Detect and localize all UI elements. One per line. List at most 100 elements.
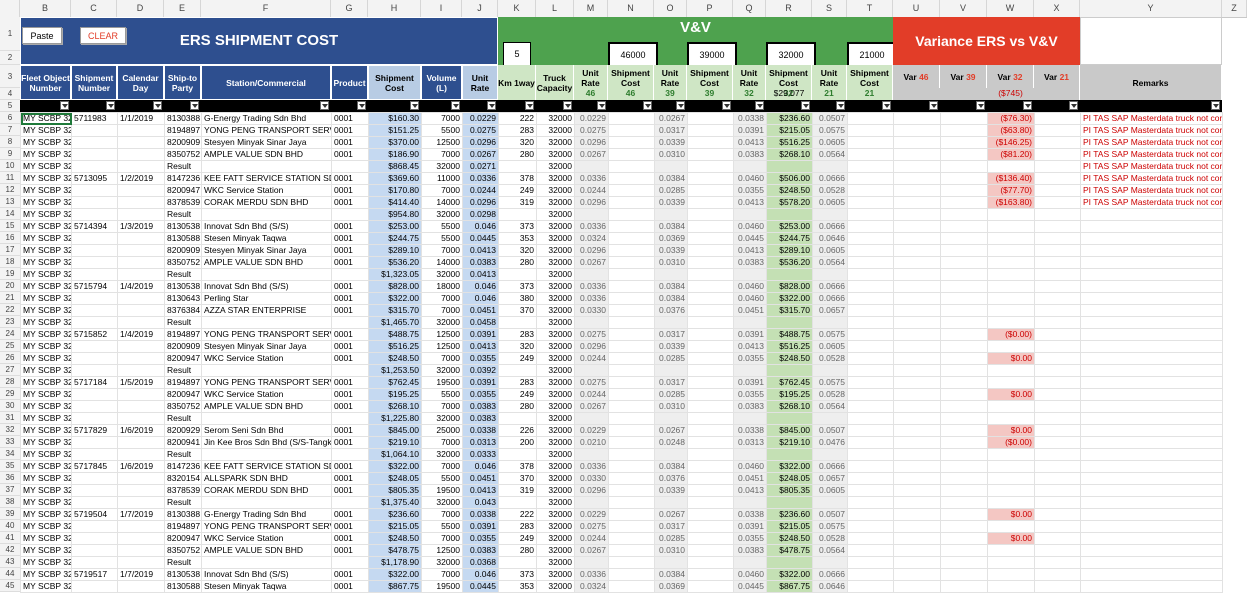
cell-empty[interactable] xyxy=(1034,460,1081,473)
column-header-e[interactable]: E xyxy=(164,0,201,17)
cell-u[interactable]: 0.0458 xyxy=(462,316,499,329)
cell-v[interactable]: 7000 xyxy=(421,352,463,365)
column-header-t[interactable]: T xyxy=(847,0,893,17)
cell-t[interactable]: 32000 xyxy=(536,520,575,533)
cell-pr[interactable]: 0001 xyxy=(331,148,369,161)
cell-d[interactable] xyxy=(117,580,165,593)
cell-q[interactable]: 0.0460 xyxy=(733,568,767,581)
cell-c[interactable]: $1,253.50 xyxy=(368,364,422,377)
cell-m[interactable]: 0.0275 xyxy=(574,520,609,533)
cell-u[interactable]: 0.0271 xyxy=(462,160,499,173)
cell-q[interactable]: 0.0460 xyxy=(733,460,767,473)
cell-ss[interactable] xyxy=(812,268,848,281)
cell-empty[interactable] xyxy=(608,136,655,149)
cell-u[interactable]: 0.0275 xyxy=(462,124,499,137)
cell-w[interactable] xyxy=(987,292,1035,305)
cell-st[interactable]: Jin Kee Bros Sdn Bhd (S/S-Tangkak xyxy=(201,436,332,449)
cell-empty[interactable] xyxy=(893,532,941,545)
cell-k[interactable] xyxy=(498,496,537,509)
cell-empty[interactable] xyxy=(940,148,988,161)
cell-ss[interactable]: 0.0657 xyxy=(812,304,848,317)
cell-empty[interactable] xyxy=(893,160,941,173)
cell-k[interactable] xyxy=(498,268,537,281)
cell-u[interactable]: 0.0413 xyxy=(462,244,499,257)
cell-pr[interactable]: 0001 xyxy=(331,256,369,269)
cell-k[interactable]: 249 xyxy=(498,352,537,365)
cell-d[interactable] xyxy=(117,148,165,161)
cell-s[interactable] xyxy=(71,148,118,161)
cell-p[interactable]: Result xyxy=(164,496,202,509)
cell-empty[interactable] xyxy=(687,484,734,497)
cell-y[interactable] xyxy=(1080,400,1223,413)
cell-st[interactable]: AMPLE VALUE SDN BHD xyxy=(201,400,332,413)
cell-pr[interactable] xyxy=(331,496,369,509)
cell-st[interactable] xyxy=(201,208,332,221)
cell-empty[interactable] xyxy=(940,304,988,317)
cell-w[interactable]: ($0.00) xyxy=(987,328,1035,341)
cell-o[interactable] xyxy=(654,316,688,329)
cell-rr[interactable]: $578.20 xyxy=(766,196,813,209)
cell-empty[interactable] xyxy=(687,400,734,413)
cell-o[interactable]: 0.0339 xyxy=(654,484,688,497)
cell-q[interactable] xyxy=(733,316,767,329)
cell-t[interactable]: 32000 xyxy=(536,316,575,329)
cell-empty[interactable] xyxy=(940,208,988,221)
cell-u[interactable]: 0.0391 xyxy=(462,376,499,389)
cell-empty[interactable] xyxy=(847,364,894,377)
cell-o[interactable]: 0.0310 xyxy=(654,400,688,413)
cell-empty[interactable] xyxy=(940,256,988,269)
cell-f[interactable]: MY SCBP 32 xyxy=(20,496,72,509)
cell-empty[interactable] xyxy=(608,520,655,533)
cell-k[interactable]: 283 xyxy=(498,376,537,389)
cell-pr[interactable] xyxy=(331,364,369,377)
cell-ss[interactable]: 0.0666 xyxy=(812,460,848,473)
cell-empty[interactable] xyxy=(1034,568,1081,581)
cell-u[interactable]: 0.043 xyxy=(462,496,499,509)
cell-o[interactable]: 0.0384 xyxy=(654,280,688,293)
cell-f[interactable]: MY SCBP 32 xyxy=(20,472,72,485)
cell-pr[interactable]: 0001 xyxy=(331,580,369,593)
cell-k[interactable]: 283 xyxy=(498,328,537,341)
cell-empty[interactable] xyxy=(687,328,734,341)
cell-m[interactable]: 0.0336 xyxy=(574,568,609,581)
cell-q[interactable]: 0.0460 xyxy=(733,172,767,185)
cell-p[interactable]: 8200909 xyxy=(164,136,202,149)
cell-empty[interactable] xyxy=(940,196,988,209)
paste-button[interactable]: Paste xyxy=(22,27,62,44)
cell-d[interactable] xyxy=(117,232,165,245)
cell-u[interactable]: 0.0445 xyxy=(462,580,499,593)
cell-rr[interactable]: $289.10 xyxy=(766,244,813,257)
cell-empty[interactable] xyxy=(893,184,941,197)
cell-pr[interactable]: 0001 xyxy=(331,220,369,233)
cell-y[interactable] xyxy=(1080,388,1223,401)
column-header-m[interactable]: M xyxy=(574,0,608,17)
cell-t[interactable]: 32000 xyxy=(536,388,575,401)
cell-empty[interactable] xyxy=(893,328,941,341)
cell-m[interactable] xyxy=(574,268,609,281)
cell-o[interactable]: 0.0267 xyxy=(654,508,688,521)
cell-k[interactable]: 249 xyxy=(498,388,537,401)
cell-s[interactable] xyxy=(71,268,118,281)
cell-f[interactable]: MY SCBP 32 xyxy=(20,184,72,197)
cell-o[interactable] xyxy=(654,364,688,377)
cell-p[interactable]: 8350752 xyxy=(164,148,202,161)
cell-empty[interactable] xyxy=(847,184,894,197)
cell-w[interactable]: ($63.80) xyxy=(987,124,1035,137)
cell-t[interactable]: 32000 xyxy=(536,532,575,545)
cell-p[interactable]: 8194897 xyxy=(164,124,202,137)
cell-t[interactable]: 32000 xyxy=(536,340,575,353)
cell-o[interactable] xyxy=(654,412,688,425)
cell-w[interactable]: ($0.00) xyxy=(987,436,1035,449)
cell-empty[interactable] xyxy=(893,376,941,389)
filter-dropdown-icon[interactable] xyxy=(451,101,460,110)
cell-empty[interactable] xyxy=(608,172,655,185)
cell-s[interactable] xyxy=(71,124,118,137)
cell-k[interactable]: 319 xyxy=(498,484,537,497)
cell-y[interactable] xyxy=(1080,532,1223,545)
cell-pr[interactable]: 0001 xyxy=(331,544,369,557)
cell-pr[interactable] xyxy=(331,268,369,281)
cell-q[interactable]: 0.0391 xyxy=(733,520,767,533)
cell-s[interactable] xyxy=(71,340,118,353)
cell-c[interactable]: $248.05 xyxy=(368,472,422,485)
cell-m[interactable] xyxy=(574,448,609,461)
